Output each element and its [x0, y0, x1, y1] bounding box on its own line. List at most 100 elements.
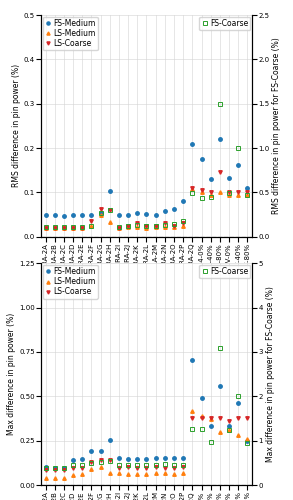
Line: FS-Coarse: FS-Coarse — [44, 102, 249, 229]
Line: LS-Coarse: LS-Coarse — [44, 416, 249, 472]
FS-Coarse — [145, 223, 148, 229]
Legend: FS-Coarse: FS-Coarse — [199, 16, 251, 30]
FS-Medium — [117, 212, 121, 218]
FS-Medium — [62, 465, 66, 471]
LS-Coarse — [191, 414, 194, 420]
FS-Coarse — [154, 462, 157, 468]
LS-Medium — [136, 472, 139, 478]
FS-Medium — [181, 198, 185, 204]
LS-Coarse — [44, 467, 47, 473]
FS-Medium — [44, 212, 47, 218]
FS-Medium — [172, 206, 176, 212]
FS-Coarse — [200, 194, 203, 200]
FS-Medium — [209, 424, 212, 430]
FS-Medium — [163, 456, 167, 462]
FS-Coarse — [218, 344, 222, 350]
LS-Coarse — [53, 467, 57, 473]
X-axis label: Case name: Case name — [125, 286, 168, 294]
LS-Coarse — [81, 465, 84, 471]
FS-Medium — [191, 357, 194, 363]
FS-Coarse — [200, 426, 203, 432]
LS-Medium — [236, 432, 240, 438]
LS-Coarse — [172, 222, 176, 228]
LS-Medium — [99, 464, 102, 470]
LS-Medium — [163, 470, 167, 476]
LS-Coarse — [209, 190, 212, 196]
LS-Medium — [108, 470, 112, 476]
LS-Medium — [53, 475, 57, 481]
FS-Coarse — [62, 224, 66, 230]
FS-Coarse — [181, 218, 185, 224]
LS-Medium — [81, 472, 84, 478]
FS-Coarse — [71, 462, 75, 468]
LS-Medium — [227, 427, 231, 433]
FS-Medium — [90, 448, 93, 454]
LS-Medium — [200, 190, 203, 196]
LS-Coarse — [136, 220, 139, 226]
LS-Coarse — [227, 418, 231, 424]
FS-Medium — [71, 457, 75, 463]
FS-Coarse — [44, 224, 47, 230]
LS-Medium — [218, 190, 222, 196]
Line: FS-Medium: FS-Medium — [44, 138, 249, 218]
LS-Coarse — [53, 225, 57, 231]
FS-Medium — [99, 448, 102, 454]
LS-Medium — [181, 222, 185, 228]
FS-Coarse — [99, 210, 102, 216]
LS-Coarse — [145, 465, 148, 471]
FS-Medium — [99, 210, 102, 216]
FS-Coarse — [181, 462, 185, 468]
FS-Coarse — [53, 465, 57, 471]
LS-Coarse — [71, 465, 75, 471]
FS-Coarse — [108, 207, 112, 213]
Y-axis label: Max difference in pin power for FS-Coarse (%): Max difference in pin power for FS-Coars… — [265, 286, 275, 462]
FS-Coarse — [81, 224, 84, 230]
FS-Medium — [136, 456, 139, 462]
FS-Medium — [145, 210, 148, 216]
LS-Coarse — [108, 207, 112, 213]
FS-Medium — [136, 210, 139, 216]
FS-Medium — [163, 208, 167, 214]
LS-Coarse — [154, 464, 157, 470]
LS-Medium — [218, 429, 222, 435]
Line: FS-Medium: FS-Medium — [44, 358, 249, 470]
FS-Medium — [236, 162, 240, 168]
FS-Medium — [81, 212, 84, 218]
LS-Medium — [145, 225, 148, 231]
LS-Medium — [44, 475, 47, 481]
FS-Coarse — [90, 460, 93, 466]
LS-Coarse — [227, 190, 231, 196]
FS-Coarse — [145, 462, 148, 468]
FS-Medium — [53, 465, 57, 471]
LS-Medium — [163, 224, 167, 230]
FS-Medium — [154, 212, 157, 218]
LS-Coarse — [90, 459, 93, 465]
Line: LS-Coarse: LS-Coarse — [44, 170, 249, 230]
FS-Coarse — [246, 192, 249, 198]
LS-Medium — [172, 224, 176, 230]
LS-Coarse — [62, 467, 66, 473]
FS-Coarse — [53, 224, 57, 230]
LS-Medium — [154, 470, 157, 476]
LS-Medium — [209, 416, 212, 422]
LS-Coarse — [99, 206, 102, 212]
FS-Medium — [44, 464, 47, 470]
LS-Medium — [62, 475, 66, 481]
FS-Coarse — [117, 462, 121, 468]
LS-Coarse — [81, 225, 84, 231]
FS-Medium — [236, 400, 240, 406]
LS-Medium — [71, 472, 75, 478]
Legend: FS-Coarse: FS-Coarse — [199, 265, 251, 278]
FS-Coarse — [246, 440, 249, 446]
LS-Medium — [200, 413, 203, 419]
LS-Coarse — [99, 457, 102, 463]
LS-Coarse — [154, 222, 157, 228]
Y-axis label: RMS difference in pin power for FS-Coarse (%): RMS difference in pin power for FS-Coars… — [272, 38, 281, 214]
FS-Medium — [181, 454, 185, 460]
Text: (a)  RMS difference: (a) RMS difference — [84, 366, 209, 378]
FS-Coarse — [136, 462, 139, 468]
FS-Coarse — [172, 462, 176, 468]
LS-Coarse — [200, 187, 203, 193]
FS-Coarse — [126, 462, 130, 468]
LS-Medium — [191, 408, 194, 414]
